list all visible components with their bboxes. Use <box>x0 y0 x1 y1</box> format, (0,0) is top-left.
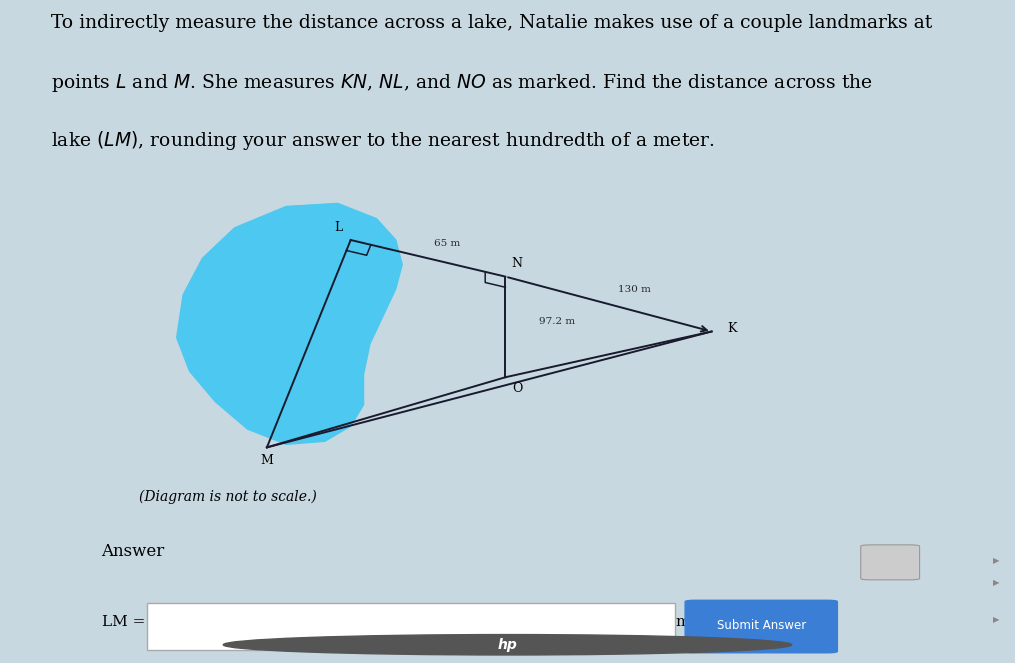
Text: ▶: ▶ <box>994 578 1000 587</box>
Text: hp: hp <box>497 638 518 652</box>
Text: M: M <box>261 454 273 467</box>
Text: 130 m: 130 m <box>618 285 651 294</box>
Circle shape <box>223 634 792 655</box>
Text: (Diagram is not to scale.): (Diagram is not to scale.) <box>138 490 317 505</box>
Text: K: K <box>728 322 737 335</box>
Text: N: N <box>512 257 523 271</box>
Text: 65 m: 65 m <box>434 239 461 248</box>
Text: 97.2 m: 97.2 m <box>539 317 574 326</box>
Text: L: L <box>335 221 343 234</box>
Text: O: O <box>512 383 522 396</box>
Text: m: m <box>675 615 689 629</box>
Text: LM =: LM = <box>102 615 145 629</box>
Text: To indirectly measure the distance across a lake, Natalie makes use of a couple : To indirectly measure the distance acros… <box>51 15 932 32</box>
Text: ▶: ▶ <box>994 556 1000 566</box>
FancyBboxPatch shape <box>685 600 837 653</box>
FancyBboxPatch shape <box>147 603 675 650</box>
Text: Submit Answer: Submit Answer <box>717 619 806 632</box>
Text: ▶: ▶ <box>994 615 1000 624</box>
Text: lake $(LM)$, rounding your answer to the nearest hundredth of a meter.: lake $(LM)$, rounding your answer to the… <box>51 129 715 152</box>
Polygon shape <box>177 204 402 444</box>
Text: Answer: Answer <box>102 544 164 560</box>
Text: points $L$ and $M$. She measures $KN$, $NL$, and $NO$ as marked. Find the distan: points $L$ and $M$. She measures $KN$, $… <box>51 72 873 93</box>
FancyBboxPatch shape <box>861 545 920 580</box>
